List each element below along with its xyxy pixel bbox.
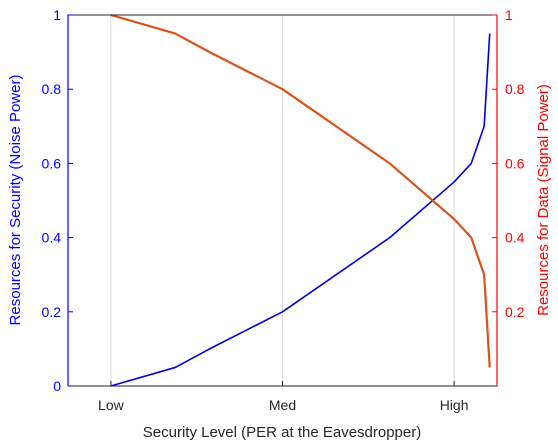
- x-axis: Low Med High: [98, 381, 468, 413]
- left-tick-label: 0.6: [42, 155, 62, 171]
- x-tick-label: High: [440, 397, 469, 413]
- left-y-axis-title: Resources for Security (Noise Power): [7, 75, 24, 326]
- left-tick-label: 0.2: [42, 304, 62, 320]
- left-tick-label: 0: [53, 378, 61, 394]
- right-y-axis-title: Resources for Data (Signal Power): [535, 84, 552, 316]
- right-tick-label: 0.2: [505, 304, 525, 320]
- left-y-axis: 0 0.2 0.4 0.6 0.8 1: [42, 7, 73, 394]
- right-y-axis: 0.2 0.4 0.6 0.8 1: [492, 7, 525, 386]
- left-tick-label: 0.8: [42, 81, 62, 97]
- x-tick-label: Low: [98, 397, 125, 413]
- left-tick-label: 1: [53, 7, 61, 23]
- x-tick-label: Med: [269, 397, 296, 413]
- right-tick-label: 0.4: [505, 230, 525, 246]
- series-lines: [110, 13, 491, 387]
- signal-power-line: [110, 13, 491, 368]
- noise-power-line: [110, 33, 491, 387]
- left-tick-label: 0.4: [42, 230, 62, 246]
- grid-lines: [110, 15, 455, 386]
- right-tick-label: 1: [505, 7, 513, 23]
- x-axis-title: Security Level (PER at the Eavesdropper): [143, 424, 421, 441]
- right-tick-label: 0.8: [505, 81, 525, 97]
- right-tick-label: 0.6: [505, 155, 525, 171]
